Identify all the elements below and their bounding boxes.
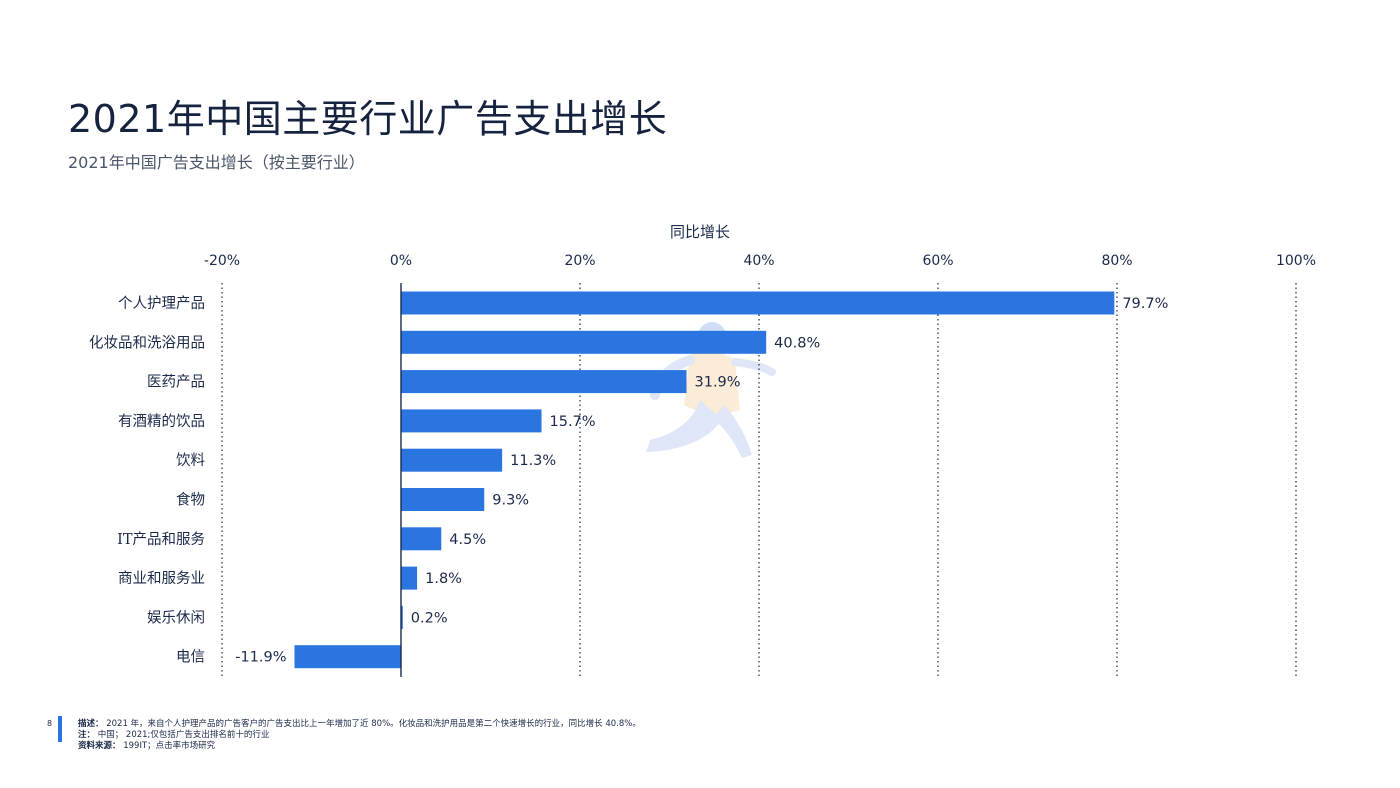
- x-tick-label: -20%: [204, 253, 240, 269]
- bar: [401, 605, 403, 629]
- value-label: 31.9%: [695, 375, 741, 391]
- bar: [401, 448, 503, 472]
- category-label: 有酒精的饮品: [118, 413, 205, 430]
- value-label: 4.5%: [449, 532, 486, 548]
- x-tick-label: 100%: [1276, 253, 1316, 269]
- x-tick-label: 80%: [1101, 253, 1132, 269]
- category-label: 电信: [176, 649, 205, 666]
- source-label: 资料来源：: [78, 741, 121, 751]
- category-label: IT产品和服务: [117, 531, 205, 548]
- value-label: 1.8%: [425, 571, 462, 587]
- bar: [401, 488, 485, 511]
- value-label: 9.3%: [492, 493, 529, 509]
- value-label: 11.3%: [510, 453, 556, 469]
- bar: [294, 645, 401, 669]
- note-label: 注：: [78, 730, 96, 740]
- category-label: 商业和服务业: [118, 570, 205, 587]
- note-line: 注： 中国； 2021;仅包括广告支出排名前十的行业: [78, 730, 641, 741]
- page-subtitle: 2021年中国广告支出增长（按主要行业）: [68, 153, 365, 172]
- bar: [401, 291, 1115, 315]
- category-label: 化妆品和洗浴用品: [89, 334, 205, 351]
- category-label: 娱乐休闲: [147, 609, 205, 626]
- x-tick-label: 40%: [743, 253, 774, 269]
- bar: [401, 370, 687, 394]
- source-line: 资料来源： 199IT；点击率市场研究: [78, 741, 641, 752]
- value-label: -11.9%: [235, 650, 286, 666]
- description-line: 描述： 2021 年，来自个人护理产品的广告客户的广告支出比上一年增加了近 80…: [78, 719, 641, 730]
- x-tick-label: 20%: [564, 253, 595, 269]
- value-label: 0.2%: [411, 610, 448, 626]
- description-label: 描述：: [78, 719, 104, 729]
- description-text: 2021 年，来自个人护理产品的广告客户的广告支出比上一年增加了近 80%。化妆…: [106, 719, 641, 729]
- x-tick-label: 0%: [390, 253, 412, 269]
- x-tick-label: 60%: [922, 253, 953, 269]
- page-number: 8: [47, 719, 53, 728]
- page-title: 2021年中国主要行业广告支出增长: [68, 97, 668, 141]
- x-axis-label: 同比增长: [670, 223, 730, 241]
- source-text: 199IT；点击率市场研究: [123, 741, 216, 751]
- bars: [294, 291, 1115, 669]
- value-labels: 79.7% 40.8% 31.9% 15.7% 11.3% 9.3% 4.5% 1.8% 0.2…: [235, 296, 1168, 666]
- bar: [401, 527, 442, 551]
- bar: [401, 566, 418, 590]
- category-label: 个人护理产品: [118, 295, 205, 312]
- value-label: 15.7%: [550, 414, 596, 430]
- value-label: 40.8%: [774, 335, 820, 351]
- category-label: 食物: [176, 492, 205, 509]
- footer-notes: 8 描述： 2021 年，来自个人护理产品的广告客户的广告支出比上一年增加了近 …: [0, 716, 1400, 756]
- category-label: 饮料: [176, 452, 205, 469]
- value-label: 79.7%: [1122, 296, 1168, 312]
- bar-chart: 同比增长 -20% 0% 20% 40% 60% 80% 100% 个人护理产品化妆品和洗浴…: [89, 223, 1316, 677]
- bar: [401, 330, 767, 354]
- bar: [401, 409, 542, 433]
- x-tick-labels: -20% 0% 20% 40% 60% 80% 100%: [204, 253, 1316, 269]
- note-text: 中国； 2021;仅包括广告支出排名前十的行业: [97, 730, 270, 740]
- notes-block: 描述： 2021 年，来自个人护理产品的广告客户的广告支出比上一年增加了近 80…: [78, 719, 641, 752]
- footer-accent-bar: [58, 716, 62, 742]
- runner-watermark-icon: [646, 322, 776, 458]
- category-label: 医药产品: [147, 374, 205, 391]
